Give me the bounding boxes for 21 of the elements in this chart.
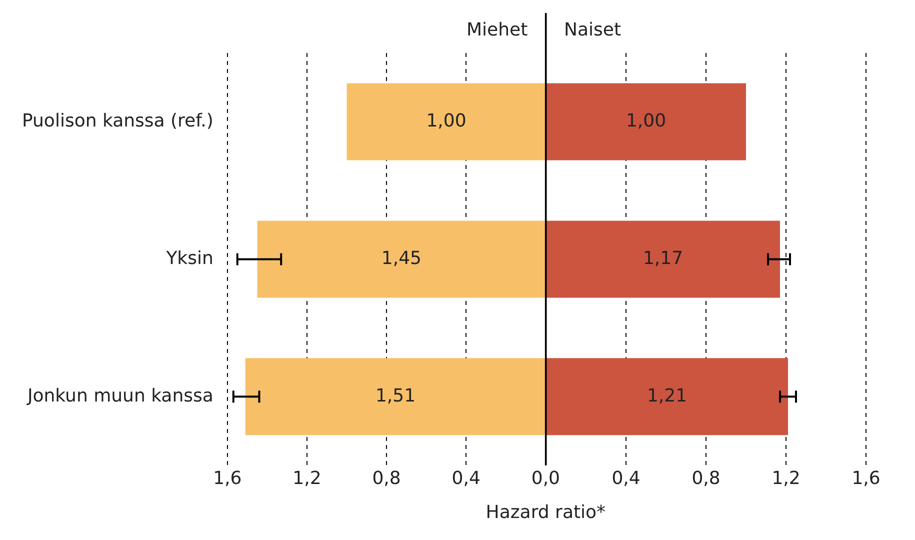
data-label: 1,00 [426, 110, 466, 132]
data-label: 1,17 [642, 248, 683, 269]
x-tick-label: 0,8 [372, 468, 401, 489]
data-label: 1,21 [646, 385, 687, 406]
x-tick-label: 1,6 [213, 468, 242, 489]
text: Naiset [564, 20, 621, 41]
x-tick-label: 0,0 [531, 468, 560, 489]
x-tick-label: 1,2 [292, 468, 322, 489]
x-tick-label: 1,2 [771, 468, 800, 489]
x-tick-label: 0,8 [691, 468, 720, 489]
x-tick-label: 1,6 [851, 468, 880, 489]
data-label: 1,45 [381, 248, 422, 269]
data-label: 1,51 [375, 385, 416, 406]
x-axis-title: Hazard ratio* [484, 502, 607, 523]
x-tick-label: 0,4 [611, 468, 640, 489]
x-tick-label: 0,4 [452, 468, 480, 489]
text: Miehet [466, 20, 528, 41]
y-tick-label: Puolison kanssa (ref.) [22, 110, 214, 132]
data-label: 1,00 [626, 110, 666, 132]
y-tick-label: Jonkun muun kanssa [26, 385, 214, 406]
y-tick-label: Yksin [165, 248, 214, 269]
